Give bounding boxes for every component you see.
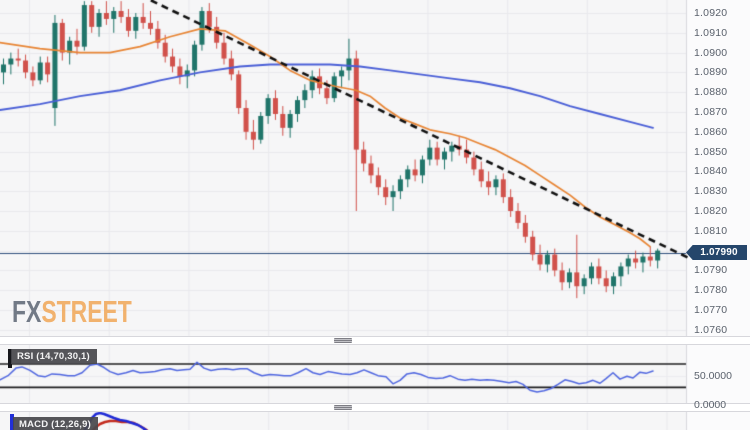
price-axis-label: 1.0770	[694, 304, 728, 316]
pane-separator-rsi-macd	[0, 403, 750, 412]
price-axis-label: 1.0890	[694, 66, 728, 79]
price-axis-label: 1.0920	[694, 7, 728, 19]
price-axis-label: 1.0790	[694, 264, 728, 277]
price-axis-label: 1.0850	[694, 145, 728, 158]
fxstreet-logo-fx: FX	[12, 294, 42, 329]
pane-resize-handle[interactable]	[334, 338, 352, 343]
macd-accent-bar	[10, 414, 14, 430]
macd-indicator-label[interactable]: MACD (12,26,9)	[13, 417, 98, 430]
price-axis-label: 1.0760	[694, 323, 728, 336]
fxstreet-logo-street: STREET	[41, 294, 132, 329]
rsi-label-text: RSI (14,70,30,1)	[17, 351, 90, 362]
pane-resize-handle[interactable]	[334, 405, 352, 410]
fxstreet-logo: FXSTREET	[12, 294, 132, 330]
pane-separator-main-rsi	[0, 336, 750, 345]
rsi-accent-bar	[8, 349, 12, 368]
macd-label-text: MACD (12,26,9)	[19, 419, 91, 430]
price-axis-label: 1.0880	[694, 86, 728, 99]
price-axis-label: 1.0780	[694, 284, 728, 297]
price-axis-label: 1.0870	[694, 106, 728, 118]
price-axis-label: 1.0840	[694, 165, 728, 178]
current-price-value: 1.07990	[700, 247, 738, 258]
current-price-badge: 1.07990	[686, 245, 747, 260]
price-axis-label: 1.0860	[694, 125, 728, 138]
rsi-indicator-label[interactable]: RSI (14,70,30,1)	[11, 349, 97, 364]
price-axis-label: 1.0900	[694, 46, 728, 59]
price-axis-label: 1.0910	[694, 26, 728, 39]
rsi-axis-label-0: 0.0000	[694, 399, 727, 411]
rsi-axis-label-50: 50.0000	[694, 370, 732, 382]
price-axis-label: 1.0830	[694, 185, 728, 198]
price-axis-label: 1.0820	[694, 205, 728, 217]
price-axis-label: 1.0810	[694, 224, 728, 237]
